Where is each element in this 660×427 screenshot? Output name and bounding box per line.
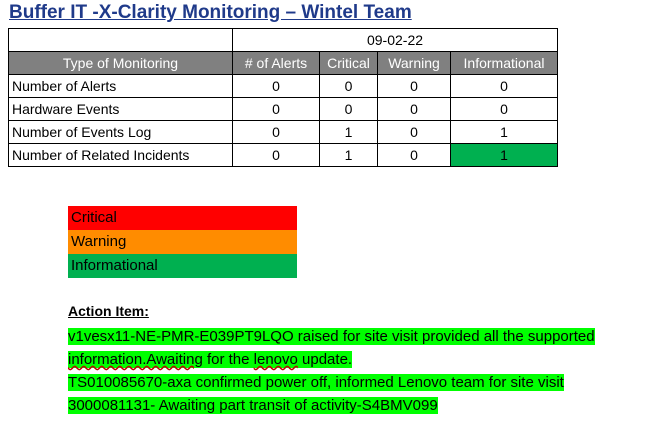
cell-warning: 0: [377, 143, 451, 167]
cell-warning: 0: [377, 74, 451, 98]
legend-critical: Critical: [68, 206, 297, 230]
cell-critical: 1: [319, 143, 378, 167]
action-item-heading: Action Item:: [68, 303, 149, 319]
cell-critical: 0: [319, 97, 378, 121]
legend-informational: Informational: [68, 254, 297, 278]
table-row: Number of Alerts 0 0 0 0: [8, 74, 558, 98]
cell-warning: 0: [377, 97, 451, 121]
cell-informational: 0: [450, 74, 558, 98]
cell-alerts: 0: [232, 97, 320, 121]
action-items: v1vesx11-NE-PMR-E039PT9LQO raised for si…: [68, 325, 595, 417]
monitoring-table: 09-02-22 Type of Monitoring # of Alerts …: [8, 28, 558, 167]
header-row: Type of Monitoring # of Alerts Critical …: [8, 51, 558, 75]
header-warning: Warning: [377, 51, 451, 75]
cell-critical: 1: [319, 120, 378, 144]
spellcheck-word: lenovo: [253, 351, 298, 368]
table-row: Hardware Events 0 0 0 0: [8, 97, 558, 121]
action-line-3: TS010085670-axa confirmed power off, inf…: [68, 374, 564, 391]
header-critical: Critical: [319, 51, 378, 75]
date-cell: 09-02-22: [232, 28, 558, 52]
row-label: Number of Related Incidents: [8, 143, 233, 167]
action-line-4: 3000081131- Awaiting part transit of act…: [68, 397, 438, 414]
cell-informational: 0: [450, 97, 558, 121]
action-line-1: v1vesx11-NE-PMR-E039PT9LQO raised for si…: [68, 328, 595, 345]
legend-warning: Warning: [68, 230, 297, 254]
row-label: Number of Events Log: [8, 120, 233, 144]
empty-cell: [8, 28, 233, 52]
row-label: Number of Alerts: [8, 74, 233, 98]
cell-informational-highlighted: 1: [450, 143, 558, 167]
header-type: Type of Monitoring: [8, 51, 233, 75]
cell-critical: 0: [319, 74, 378, 98]
severity-legend: Critical Warning Informational: [68, 206, 297, 278]
table-row: Number of Events Log 0 1 0 1: [8, 120, 558, 144]
cell-alerts: 0: [232, 143, 320, 167]
cell-warning: 0: [377, 120, 451, 144]
cell-informational: 1: [450, 120, 558, 144]
date-row: 09-02-22: [8, 28, 558, 52]
table-row: Number of Related Incidents 0 1 0 1: [8, 143, 558, 167]
action-line-2: information.Awaiting for the lenovo upda…: [68, 351, 353, 368]
header-informational: Informational: [450, 51, 558, 75]
row-label: Hardware Events: [8, 97, 233, 121]
cell-alerts: 0: [232, 120, 320, 144]
spellcheck-word: information.Awaiting: [68, 351, 203, 368]
cell-alerts: 0: [232, 74, 320, 98]
header-alerts: # of Alerts: [232, 51, 320, 75]
page-title: Buffer IT -X-Clarity Monitoring – Wintel…: [9, 2, 412, 23]
